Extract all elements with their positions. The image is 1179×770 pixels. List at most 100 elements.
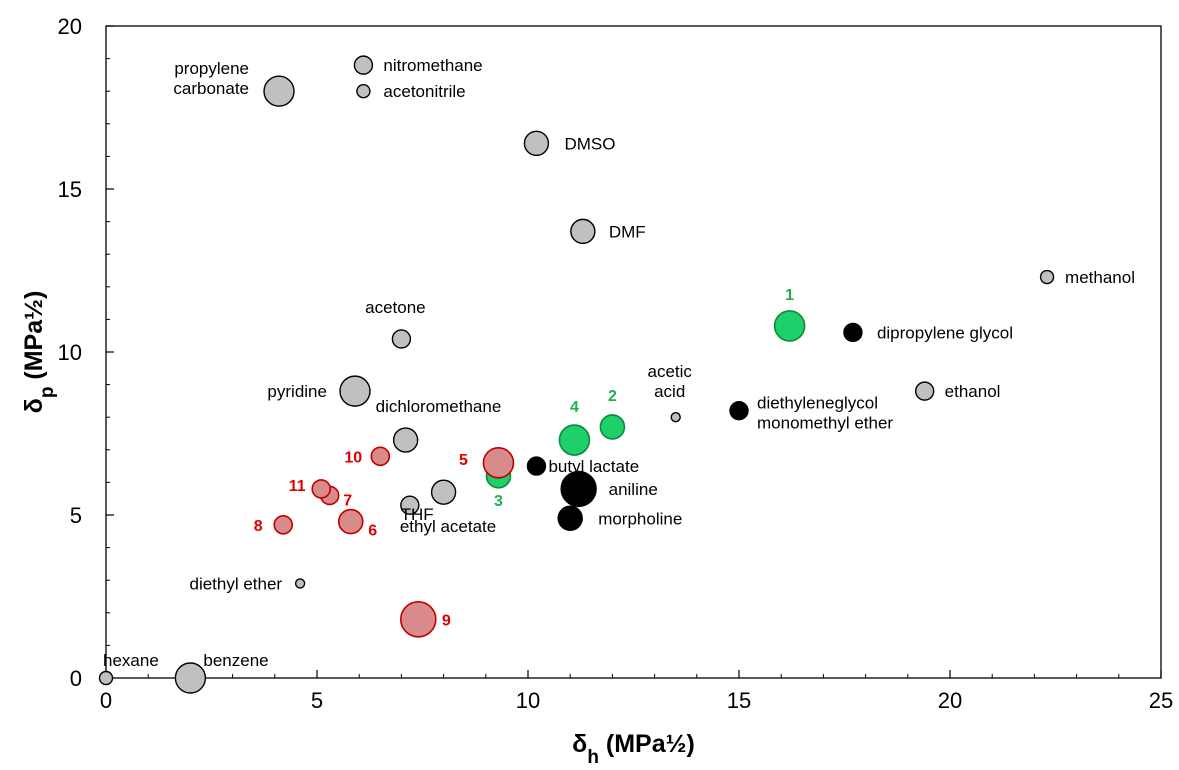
points-layer — [98, 55, 1055, 694]
axis-title-part: δ — [572, 730, 587, 758]
gray-point-label-acetone: acetone — [365, 298, 426, 317]
gray-point-label-hexane: hexane — [103, 651, 159, 670]
red-point-11 — [311, 479, 332, 499]
label-line: 10 — [344, 449, 362, 466]
gray-point-thf — [430, 479, 457, 505]
gray-point-label-benzene: benzene — [203, 651, 268, 670]
gray-point-label-diethyl-ether: diethyl ether — [189, 574, 282, 593]
label-line: dichloromethane — [376, 397, 502, 416]
axis-title-part: (MPa½) — [599, 730, 695, 758]
gray-point-label-pyridine: pyridine — [267, 382, 327, 401]
red-point-label-7: 7 — [343, 492, 352, 509]
label-line: aniline — [609, 480, 658, 499]
label-line: ethanol — [945, 382, 1001, 401]
black-point-dipropylene-glycol — [843, 322, 863, 343]
label-line: monomethyl ether — [757, 414, 893, 433]
red-point-8 — [273, 514, 294, 535]
black-point-label-dipropylene-glycol: dipropylene glycol — [877, 323, 1013, 342]
label-line: 2 — [608, 388, 617, 405]
y-tick-label: 0 — [70, 666, 82, 691]
gray-point-label-dmso: DMSO — [564, 134, 615, 153]
label-line: acetonitrile — [383, 82, 465, 101]
gray-point-benzene — [174, 662, 207, 694]
green-point-label-3: 3 — [494, 493, 503, 510]
label-line: 7 — [343, 492, 352, 509]
gray-point-acetone — [391, 329, 412, 349]
label-line: 11 — [289, 478, 306, 495]
label-line: THF — [401, 505, 434, 524]
gray-point-label-acetic-acid: acetic acid — [647, 362, 692, 401]
gray-point-label-ethyl-acetate: ethyl acetate — [400, 517, 496, 536]
gray-point-diethyl-ether — [294, 578, 306, 589]
label-line: pyridine — [267, 382, 327, 401]
gray-point-label-thf: THF — [401, 505, 434, 524]
gray-point-label-nitromethane: nitromethane — [383, 56, 482, 75]
gray-point-propylene-carbonate — [263, 75, 295, 107]
gray-point-label-methanol: methanol — [1065, 268, 1135, 287]
y-tick-label: 15 — [58, 177, 82, 202]
label-line: acetic — [647, 362, 692, 381]
label-line: dipropylene glycol — [877, 323, 1013, 342]
gray-point-ethanol — [914, 381, 935, 401]
label-line: 4 — [570, 399, 579, 416]
gray-point-pyridine — [339, 375, 371, 407]
axis-title-part: p — [37, 387, 58, 399]
label-line: 8 — [254, 518, 263, 535]
x-tick-label: 20 — [938, 688, 962, 713]
label-line: 1 — [785, 287, 794, 304]
label-line: DMF — [609, 222, 646, 241]
black-point-label-morpholine: morpholine — [598, 509, 682, 528]
red-point-label-8: 8 — [254, 518, 263, 535]
axis-title-part: (MPa½) — [20, 291, 48, 387]
label-line: propylene — [174, 59, 249, 78]
y-axis-title: δp (MPa½) — [20, 291, 58, 414]
label-line: ethyl acetate — [400, 517, 496, 536]
x-axis-title: δh (MPa½) — [572, 730, 695, 765]
gray-point-label-dmf: DMF — [609, 222, 646, 241]
red-point-label-9: 9 — [442, 612, 451, 629]
label-line: 5 — [459, 452, 468, 469]
gray-point-acetic-acid — [670, 412, 681, 423]
label-line: acetone — [365, 298, 426, 317]
label-line: 3 — [494, 493, 503, 510]
label-line: nitromethane — [383, 56, 482, 75]
gray-point-ethyl-acetate — [400, 495, 420, 515]
red-point-label-11: 11 — [289, 478, 306, 495]
y-tick-label: 20 — [58, 14, 82, 39]
green-point-4 — [558, 424, 591, 456]
red-point-label-10: 10 — [344, 449, 362, 466]
label-line: 9 — [442, 612, 451, 629]
label-line: butyl lactate — [548, 457, 639, 476]
gray-point-label-dichloromethane: dichloromethane — [376, 397, 502, 416]
gray-point-label-acetonitrile: acetonitrile — [383, 82, 465, 101]
black-point-aniline — [560, 470, 597, 508]
label-line: diethyl ether — [189, 574, 282, 593]
gray-point-methanol — [1039, 269, 1055, 285]
green-point-label-1: 1 — [785, 287, 794, 304]
gray-point-hexane — [98, 670, 114, 686]
green-point-label-4: 4 — [570, 399, 579, 416]
label-line: DMSO — [564, 134, 615, 153]
y-tick-label: 10 — [58, 340, 82, 365]
green-point-2 — [599, 414, 626, 440]
red-point-9 — [399, 601, 437, 638]
y-tick-label: 5 — [70, 503, 82, 528]
red-point-5 — [482, 447, 515, 479]
red-point-label-5: 5 — [459, 452, 468, 469]
green-point-label-2: 2 — [608, 388, 617, 405]
black-point-morpholine — [557, 505, 583, 531]
axis-title-part: h — [587, 747, 599, 766]
label-line: methanol — [1065, 268, 1135, 287]
label-line: 6 — [368, 523, 377, 540]
black-point-diethyleneglycol-monomethyl-ether — [729, 400, 749, 421]
red-point-label-6: 6 — [368, 523, 377, 540]
gray-point-dmf — [570, 218, 596, 245]
axis-titles: δh (MPa½)δp (MPa½) — [20, 291, 695, 768]
axis-title-part: δ — [20, 398, 48, 413]
green-point-1 — [773, 310, 806, 342]
x-tick-label: 25 — [1149, 688, 1173, 713]
labels-layer: propylene carbonate nitromethane acetonitri… — [103, 56, 1135, 670]
